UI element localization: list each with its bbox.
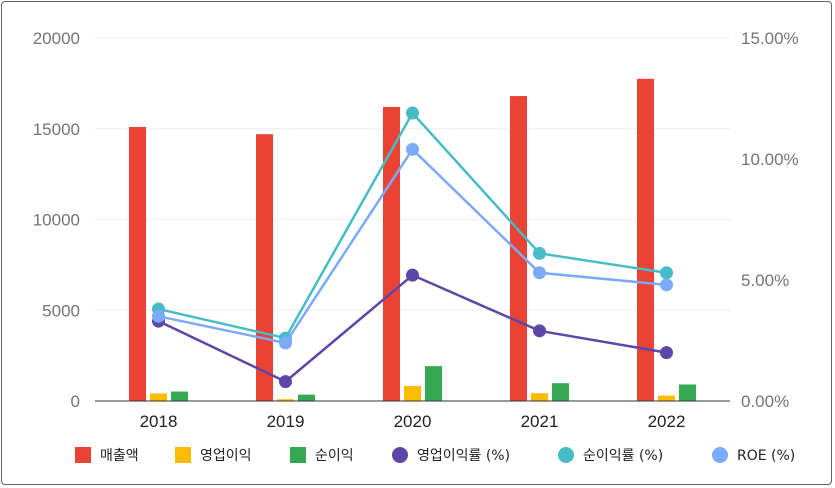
line-series-0 [157,273,667,384]
bar-2020-1 [404,385,421,401]
bar-2019-1 [277,399,294,401]
legend-label: 영업이익률 (%) [417,448,510,464]
bar-2022-2 [679,384,696,401]
point-0-2020 [406,268,419,282]
bar-2022-0 [637,78,654,402]
point-2-2020 [406,142,419,156]
legend-label: 영업이익 [200,448,252,464]
point-2-2019 [279,336,292,350]
bar-2021-2 [552,383,569,401]
bar-2022-1 [658,395,675,401]
point-2-2022 [660,278,673,292]
point-1-2021 [533,246,546,260]
bar-2018-2 [171,391,188,401]
bar-2021-0 [510,96,527,401]
point-0-2021 [533,324,546,338]
legend-swatch [290,447,306,463]
bar-2019-2 [298,394,315,401]
point-1-2022 [660,266,673,280]
bar-2018-0 [129,126,146,401]
bar-2020-2 [425,366,442,401]
y-right-tick-label: 10.00% [741,150,799,169]
point-1-2020 [406,106,419,120]
bar-2020-0 [383,106,400,401]
legend-label: 순이익 [315,448,354,464]
y-left-tick-label: 20000 [33,29,80,48]
point-0-2019 [279,375,292,389]
legend-swatch [712,447,728,463]
y-left-tick-label: 5000 [42,301,80,320]
legend-swatch [392,447,408,463]
bar-2021-1 [531,393,548,401]
x-tick-label: 2019 [267,412,305,431]
legend-label: 순이익률 (%) [583,448,663,464]
y-left-tick-label: 10000 [33,211,80,230]
legend-swatch [175,447,191,463]
y-right-tick-label: 5.00% [741,271,789,290]
x-tick-label: 2018 [140,412,178,431]
point-0-2022 [660,346,673,360]
y-right-tick-label: 15.00% [741,29,799,48]
legend-label: 매출액 [100,448,139,464]
x-tick-label: 2020 [394,412,432,431]
y-right-tick-label: 0.00% [741,392,789,411]
x-tick-label: 2022 [648,412,686,431]
x-tick-label: 2021 [521,412,559,431]
line-series-2 [158,147,667,345]
y-left-tick-label: 15000 [33,120,80,139]
legend-label: ROE (%) [737,448,795,464]
legend-swatch [75,447,91,463]
bar-2018-1 [150,393,167,401]
y-left-tick-label: 0 [71,392,80,411]
point-2-2018 [152,309,165,323]
point-2-2021 [533,266,546,280]
bar-2019-0 [256,134,273,401]
legend-swatch [558,447,574,463]
